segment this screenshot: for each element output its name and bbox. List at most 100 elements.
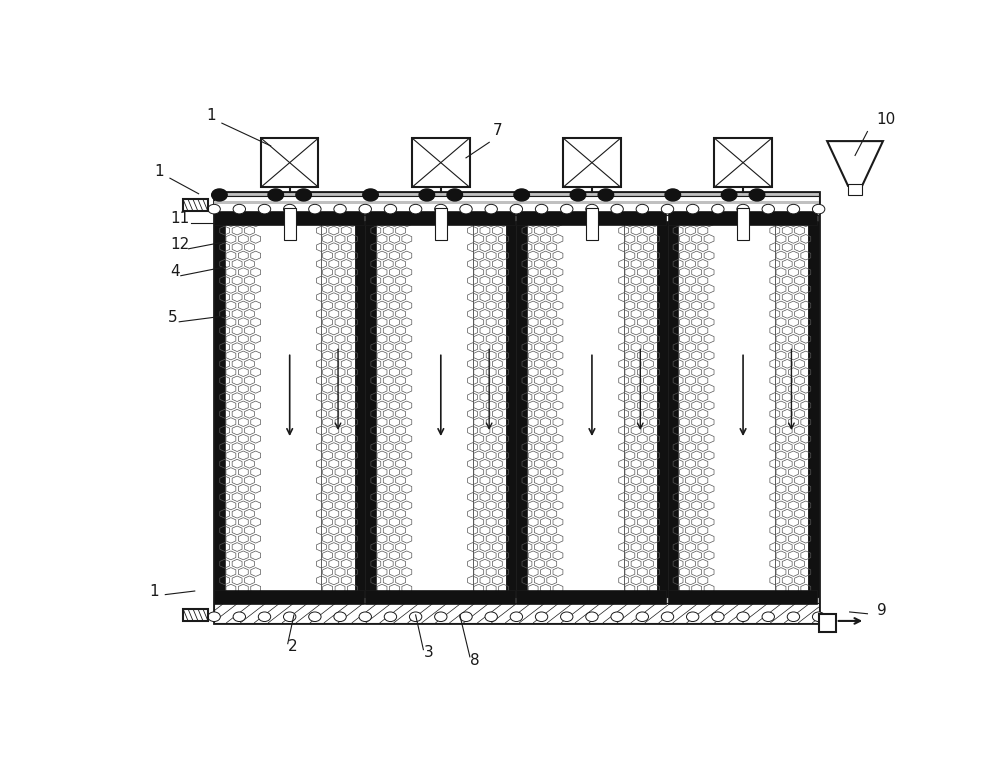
Bar	[506, 221, 516, 597]
Circle shape	[283, 612, 296, 622]
Bar	[516, 211, 666, 225]
Text: 1: 1	[154, 164, 164, 179]
Bar	[714, 138, 772, 187]
Circle shape	[611, 204, 623, 214]
Circle shape	[409, 204, 422, 214]
Text: 9: 9	[877, 603, 887, 618]
Circle shape	[721, 189, 737, 201]
Circle shape	[208, 204, 220, 214]
Circle shape	[514, 189, 529, 201]
Bar	[668, 221, 678, 597]
Circle shape	[334, 204, 346, 214]
Bar	[321, 221, 355, 597]
Bar	[214, 600, 819, 622]
Bar	[376, 221, 409, 597]
Circle shape	[309, 612, 321, 622]
Text: 4: 4	[170, 263, 180, 279]
Text: 5: 5	[168, 310, 177, 325]
Circle shape	[359, 204, 371, 214]
Circle shape	[268, 189, 283, 201]
Bar	[737, 208, 749, 239]
Circle shape	[812, 204, 825, 214]
Circle shape	[212, 189, 227, 201]
Bar	[214, 597, 819, 603]
Circle shape	[812, 612, 825, 622]
Bar	[261, 138, 318, 187]
Circle shape	[447, 189, 463, 201]
Circle shape	[435, 204, 447, 214]
Circle shape	[359, 612, 371, 622]
Bar	[214, 591, 364, 604]
Circle shape	[296, 189, 311, 201]
Bar	[214, 201, 819, 204]
Circle shape	[535, 204, 548, 214]
Text: 7: 7	[493, 123, 503, 138]
Bar	[624, 221, 657, 597]
Bar	[808, 221, 819, 597]
Circle shape	[611, 612, 623, 622]
Bar	[365, 591, 515, 604]
Bar	[657, 221, 668, 597]
Text: 1: 1	[206, 108, 216, 124]
Bar	[819, 614, 836, 632]
Bar	[516, 591, 666, 604]
Circle shape	[233, 612, 246, 622]
Circle shape	[283, 204, 296, 214]
Circle shape	[561, 612, 573, 622]
Bar	[473, 221, 506, 597]
Bar	[214, 196, 819, 214]
Bar	[848, 184, 862, 195]
Circle shape	[586, 612, 598, 622]
Bar	[365, 211, 515, 225]
Circle shape	[460, 612, 472, 622]
Circle shape	[661, 612, 674, 622]
Circle shape	[737, 612, 749, 622]
Circle shape	[749, 189, 765, 201]
Circle shape	[485, 612, 497, 622]
Circle shape	[737, 204, 749, 214]
Circle shape	[309, 204, 321, 214]
Bar	[678, 221, 711, 597]
Circle shape	[258, 612, 271, 622]
Text: 1: 1	[150, 584, 159, 599]
Circle shape	[334, 612, 346, 622]
Text: 8: 8	[470, 653, 480, 667]
Bar	[284, 208, 296, 239]
Circle shape	[233, 204, 246, 214]
Circle shape	[661, 204, 674, 214]
Bar	[365, 221, 376, 597]
Circle shape	[258, 204, 271, 214]
Circle shape	[636, 612, 649, 622]
Text: 10: 10	[877, 113, 896, 127]
Circle shape	[712, 612, 724, 622]
Circle shape	[762, 612, 774, 622]
Bar	[527, 221, 560, 597]
Circle shape	[787, 204, 800, 214]
Bar	[563, 138, 621, 187]
Circle shape	[561, 204, 573, 214]
Circle shape	[510, 612, 523, 622]
Bar	[668, 211, 817, 225]
Circle shape	[598, 189, 614, 201]
Circle shape	[712, 204, 724, 214]
Circle shape	[686, 204, 699, 214]
Circle shape	[419, 189, 435, 201]
Bar	[668, 591, 817, 604]
Circle shape	[636, 204, 649, 214]
Circle shape	[762, 204, 774, 214]
Text: 12: 12	[170, 237, 189, 252]
Circle shape	[570, 189, 586, 201]
Bar	[214, 221, 225, 597]
Circle shape	[384, 204, 397, 214]
Circle shape	[510, 204, 523, 214]
Bar	[214, 192, 819, 622]
Bar	[183, 200, 208, 211]
Text: 3: 3	[423, 645, 433, 660]
Bar	[560, 221, 624, 597]
Bar	[586, 208, 598, 239]
Bar	[183, 609, 208, 621]
Circle shape	[787, 612, 800, 622]
Bar	[412, 138, 470, 187]
Circle shape	[409, 612, 422, 622]
Circle shape	[435, 612, 447, 622]
